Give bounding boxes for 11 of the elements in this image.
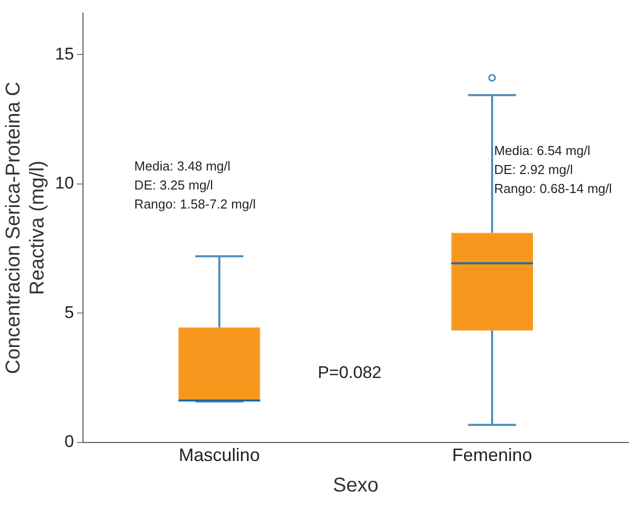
y-tick-label: 5 bbox=[64, 302, 74, 322]
y-tick-label: 15 bbox=[54, 44, 74, 64]
annotation: P=0.082 bbox=[318, 363, 382, 382]
y-axis-title: Concentracion Serica-Proteina C Reactiva (mg/l) bbox=[2, 82, 49, 374]
y-tick-label: 10 bbox=[54, 174, 74, 193]
annotation: Media: 6.54 mg/l DE: 2.92 mg/l Rango: 0.68-14 mg/l bbox=[494, 143, 612, 196]
x-axis-title: Sexo bbox=[332, 474, 378, 497]
x-tick-label: Masculino bbox=[178, 445, 260, 466]
y-tick-label: 0 bbox=[64, 432, 74, 452]
x-tick-label: Femenino bbox=[452, 445, 532, 466]
annotation: Media: 3.48 mg/l DE: 3.25 mg/l Rango: 1.58-7.2 mg/l bbox=[134, 158, 256, 212]
